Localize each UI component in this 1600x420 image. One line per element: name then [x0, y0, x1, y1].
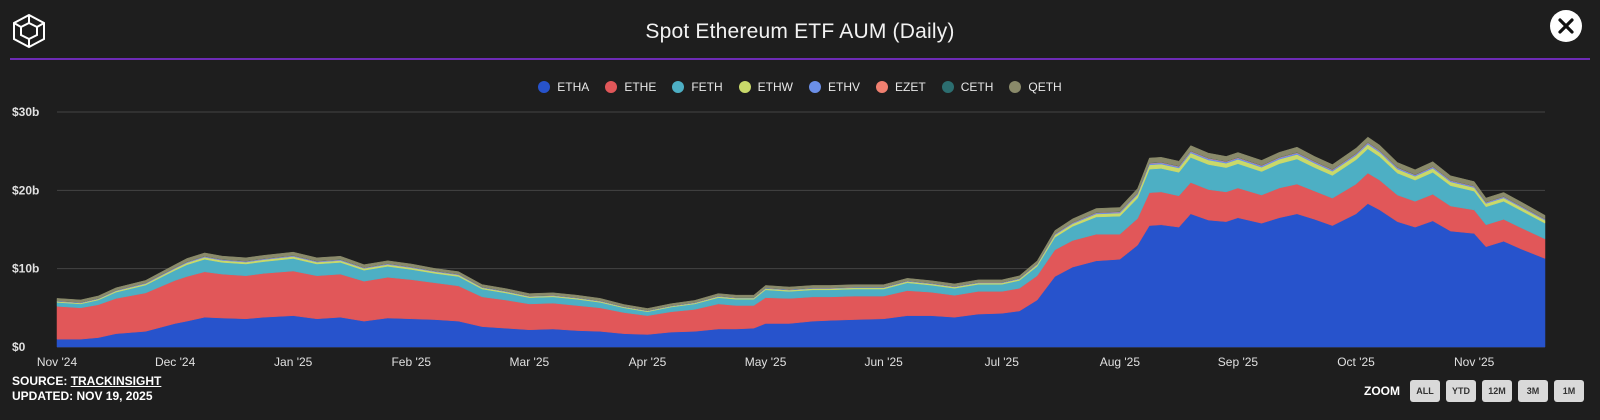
legend-label: ETHV — [828, 80, 861, 94]
close-icon — [1558, 18, 1574, 34]
zoom-3m-button[interactable]: 3M — [1518, 380, 1548, 402]
legend-label: ETHE — [624, 80, 657, 94]
x-tick-label: Sep '25 — [1218, 355, 1259, 369]
chart-legend: ETHA ETHE FETH ETHW ETHV EZET CETH QETH — [0, 80, 1600, 94]
source-label: SOURCE: — [12, 374, 68, 388]
source-line: SOURCE: TRACKINSIGHT — [12, 374, 161, 389]
y-tick-label: $0 — [12, 340, 26, 354]
x-tick-label: Feb '25 — [391, 355, 431, 369]
legend-label: QETH — [1028, 80, 1062, 94]
y-tick-label: $10b — [12, 262, 39, 276]
legend-item-ezet[interactable]: EZET — [876, 80, 926, 94]
x-tick-label: Mar '25 — [510, 355, 550, 369]
legend-label: FETH — [691, 80, 723, 94]
x-tick-label: Dec '24 — [155, 355, 196, 369]
legend-swatch-icon — [538, 81, 551, 93]
legend-label: ETHW — [757, 80, 793, 94]
chart-footer: SOURCE: TRACKINSIGHT UPDATED: NOV 19, 20… — [12, 374, 161, 404]
x-tick-label: Apr '25 — [629, 355, 667, 369]
legend-swatch-icon — [876, 81, 889, 93]
zoom-label: ZOOM — [1364, 384, 1400, 398]
x-tick-label: Nov '25 — [1454, 355, 1495, 369]
header-divider — [10, 58, 1590, 60]
close-button[interactable] — [1550, 10, 1582, 42]
legend-swatch-icon — [738, 81, 751, 93]
zoom-controls: ZOOM ALL YTD 12M 3M 1M — [1364, 380, 1584, 402]
legend-item-qeth[interactable]: QETH — [1009, 80, 1062, 94]
legend-item-feth[interactable]: FETH — [672, 80, 723, 94]
legend-item-ceth[interactable]: CETH — [941, 80, 994, 94]
x-tick-label: May '25 — [745, 355, 787, 369]
area-chart: $0 $10b $20b $30b Nov '24 Dec '24 Jan '25 Feb '… — [12, 105, 1546, 369]
zoom-12m-button[interactable]: 12M — [1482, 380, 1512, 402]
brand-logo-icon — [13, 13, 45, 49]
updated-date: UPDATED: NOV 19, 2025 — [12, 389, 153, 403]
y-tick-label: $20b — [12, 183, 39, 197]
legend-swatch-icon — [672, 81, 685, 93]
x-tick-label: Aug '25 — [1100, 355, 1141, 369]
legend-item-ethw[interactable]: ETHW — [738, 80, 793, 94]
area-series-qeth — [56, 136, 1546, 311]
legend-item-etha[interactable]: ETHA — [538, 80, 589, 94]
x-tick-label: Jun '25 — [865, 355, 904, 369]
chart-title: Spot Ethereum ETF AUM (Daily) — [645, 20, 955, 43]
legend-label: ETHA — [557, 80, 590, 94]
x-tick-label: Oct '25 — [1337, 355, 1375, 369]
source-link[interactable]: TRACKINSIGHT — [70, 374, 162, 388]
y-tick-label: $30b — [12, 105, 39, 119]
legend-swatch-icon — [809, 81, 821, 93]
zoom-1m-button[interactable]: 1M — [1554, 380, 1584, 402]
legend-item-ethe[interactable]: ETHE — [605, 80, 656, 94]
legend-label: EZET — [895, 80, 926, 94]
legend-swatch-icon — [1009, 81, 1022, 93]
legend-swatch-icon — [941, 81, 954, 93]
legend-item-ethv[interactable]: ETHV — [809, 80, 860, 94]
zoom-ytd-button[interactable]: YTD — [1446, 380, 1476, 402]
zoom-all-button[interactable]: ALL — [1410, 380, 1440, 402]
legend-label: CETH — [960, 80, 994, 94]
x-tick-label: Jul '25 — [985, 355, 1020, 369]
legend-swatch-icon — [605, 81, 618, 93]
x-tick-label: Jan '25 — [274, 355, 313, 369]
x-tick-label: Nov '24 — [37, 355, 78, 369]
